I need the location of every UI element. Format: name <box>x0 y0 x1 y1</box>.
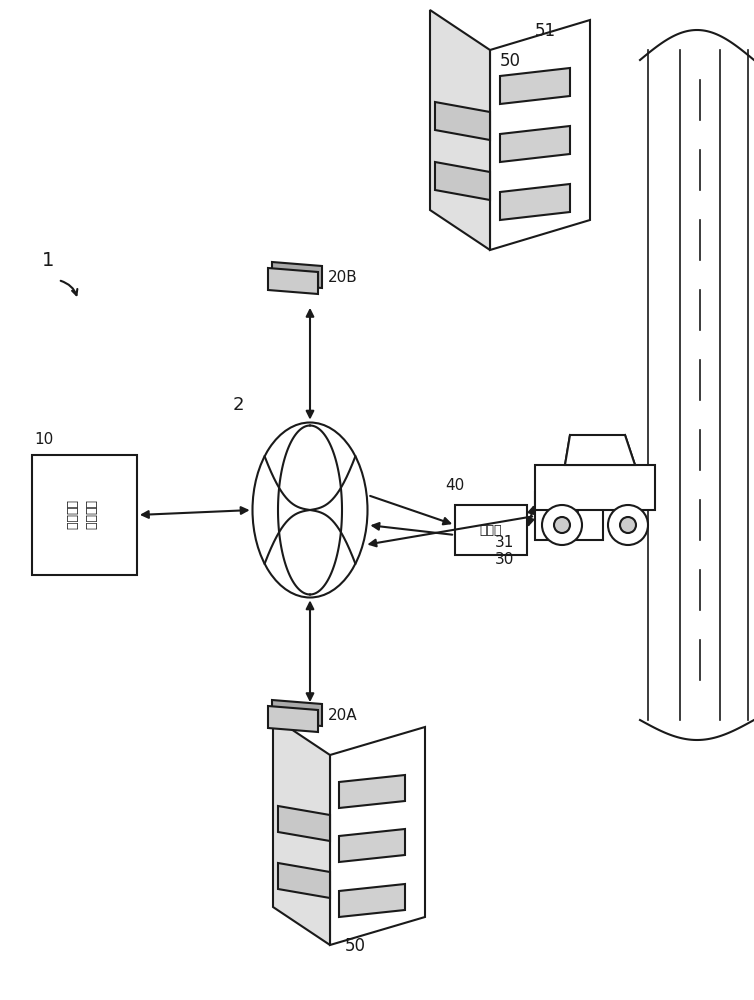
Circle shape <box>608 505 648 545</box>
Circle shape <box>620 517 636 533</box>
Text: 31: 31 <box>495 535 514 550</box>
Text: 50: 50 <box>499 52 520 70</box>
Text: 30: 30 <box>495 552 514 567</box>
Polygon shape <box>565 435 635 465</box>
Text: 路由器: 路由器 <box>480 524 502 536</box>
Polygon shape <box>535 465 655 510</box>
Polygon shape <box>268 706 318 732</box>
Polygon shape <box>490 20 590 250</box>
Text: 20A: 20A <box>328 708 357 724</box>
Text: 50: 50 <box>345 937 366 955</box>
Polygon shape <box>435 102 490 140</box>
Polygon shape <box>339 829 405 862</box>
Polygon shape <box>500 126 570 162</box>
Polygon shape <box>339 884 405 917</box>
Polygon shape <box>339 775 405 808</box>
Polygon shape <box>278 863 330 898</box>
Text: 检索服务: 检索服务 <box>83 500 96 530</box>
Polygon shape <box>330 727 425 945</box>
Circle shape <box>554 517 570 533</box>
Polygon shape <box>268 268 318 294</box>
Circle shape <box>542 505 582 545</box>
Polygon shape <box>430 10 490 250</box>
Ellipse shape <box>253 422 367 597</box>
Polygon shape <box>435 162 490 200</box>
Text: 51: 51 <box>535 22 556 40</box>
Text: 路端位置: 路端位置 <box>64 500 77 530</box>
Bar <box>535 492 603 540</box>
Text: 40: 40 <box>445 478 464 493</box>
Polygon shape <box>272 262 322 288</box>
Polygon shape <box>500 68 570 104</box>
Bar <box>32 455 137 575</box>
Text: 1: 1 <box>42 251 54 270</box>
Polygon shape <box>500 184 570 220</box>
Polygon shape <box>273 717 330 945</box>
Polygon shape <box>272 700 322 726</box>
Bar <box>455 505 527 555</box>
Polygon shape <box>278 806 330 841</box>
Text: 10: 10 <box>34 432 54 447</box>
Text: 20B: 20B <box>328 270 357 286</box>
Text: 传感器: 传感器 <box>558 510 581 522</box>
Text: 2: 2 <box>233 396 244 414</box>
